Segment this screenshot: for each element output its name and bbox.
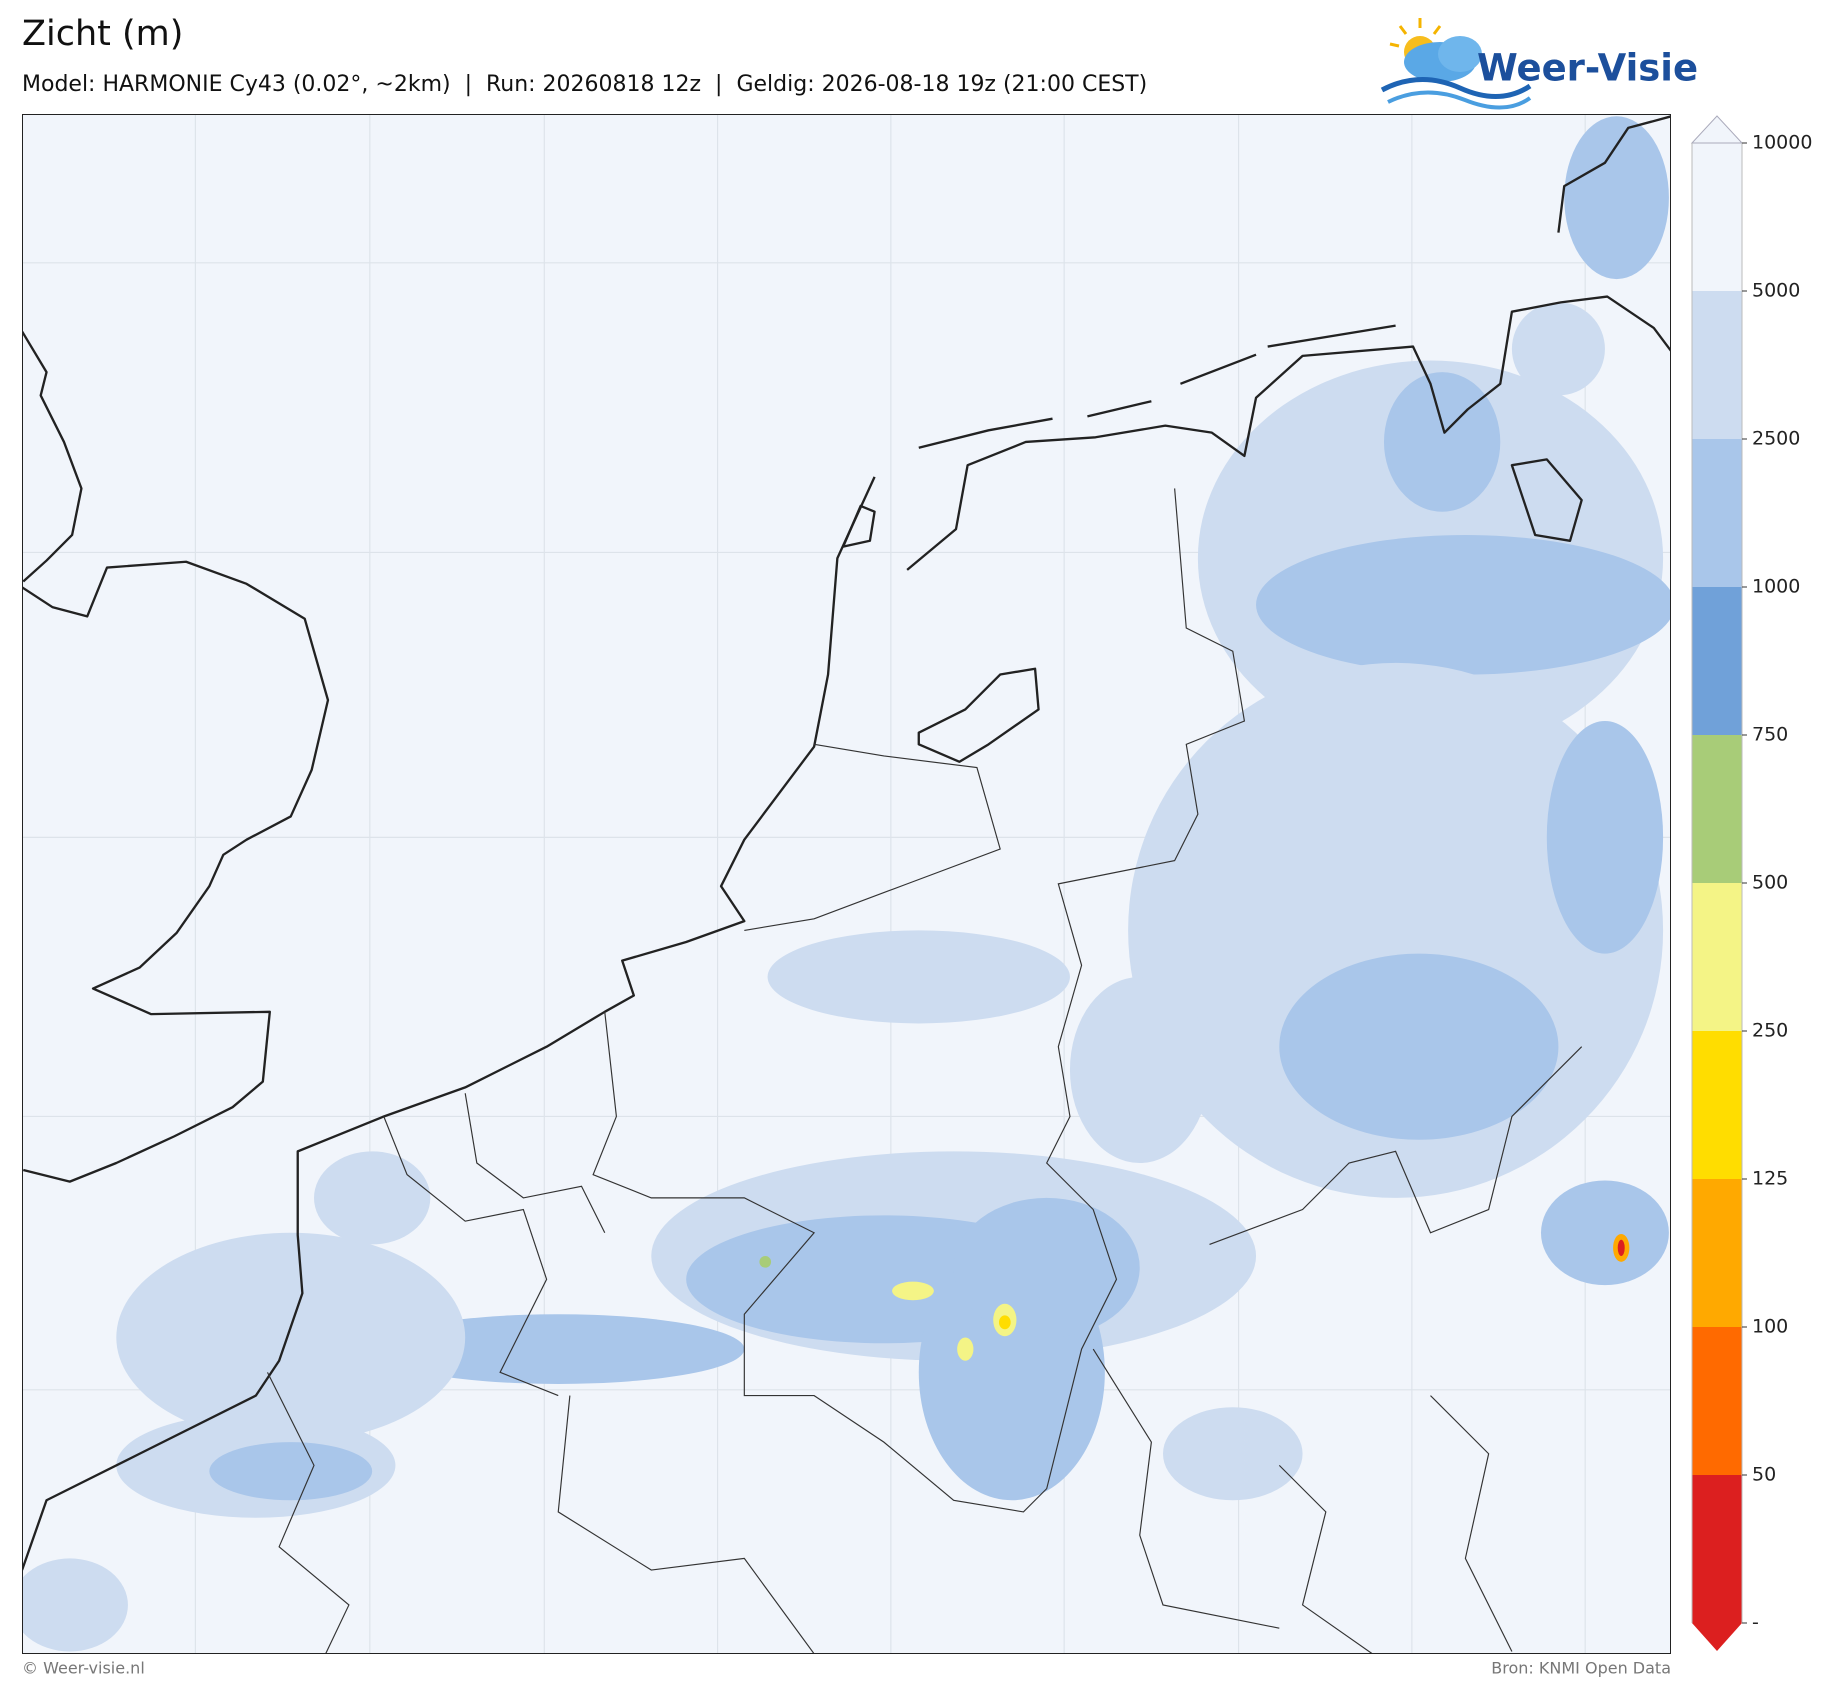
colorbar-extend-bottom — [1692, 1623, 1742, 1651]
colorbar-segment — [1692, 1031, 1742, 1179]
colorbar-tick-label: 2500 — [1752, 428, 1800, 450]
colorbar-segment — [1692, 735, 1742, 883]
colorbar-segment — [1692, 587, 1742, 735]
logo-text: Weer-Visie — [1477, 47, 1698, 90]
colorbar-extend-top — [1690, 115, 1744, 144]
colorbar-tick-label: 750 — [1752, 724, 1788, 746]
coastlines — [22, 115, 1671, 1571]
colorbar-tick-label: 5000 — [1752, 280, 1800, 302]
subtitle: Model: HARMONIE Cy43 (0.02°, ~2km) | Run… — [22, 72, 1147, 97]
colorbar-segment — [1692, 1179, 1742, 1327]
title: Zicht (m) — [22, 14, 183, 54]
colorbar-tick-label: - — [1752, 1612, 1759, 1634]
colorbar: 10000 5000 2500 1000 750 500 250 125 100 50 - — [1690, 115, 1812, 1651]
colorbar-tick-label: 125 — [1752, 1168, 1788, 1190]
colorbar-tick-label: 250 — [1752, 1020, 1788, 1042]
footer-right: Bron: KNMI Open Data — [1491, 1659, 1671, 1678]
colorbar-segment — [1692, 883, 1742, 1031]
colorbar-tick-label: 100 — [1752, 1316, 1788, 1338]
colorbar-segment — [1692, 1327, 1742, 1475]
colorbar-tick-label: 50 — [1752, 1464, 1776, 1486]
map — [22, 114, 1671, 1654]
borders — [266, 488, 1583, 1654]
logo: Weer-Visie — [1380, 18, 1698, 110]
colorbar-tick-label: 10000 — [1752, 132, 1812, 154]
visibility-field — [22, 116, 1671, 1652]
colorbar-segment — [1692, 439, 1742, 587]
colorbar-segment — [1692, 1475, 1742, 1623]
colorbar-tick-label: 500 — [1752, 872, 1788, 894]
colorbar-segment — [1692, 143, 1742, 291]
colorbar-tick-label: 1000 — [1752, 576, 1800, 598]
footer-left: © Weer-visie.nl — [22, 1659, 145, 1678]
colorbar-segment — [1692, 291, 1742, 439]
